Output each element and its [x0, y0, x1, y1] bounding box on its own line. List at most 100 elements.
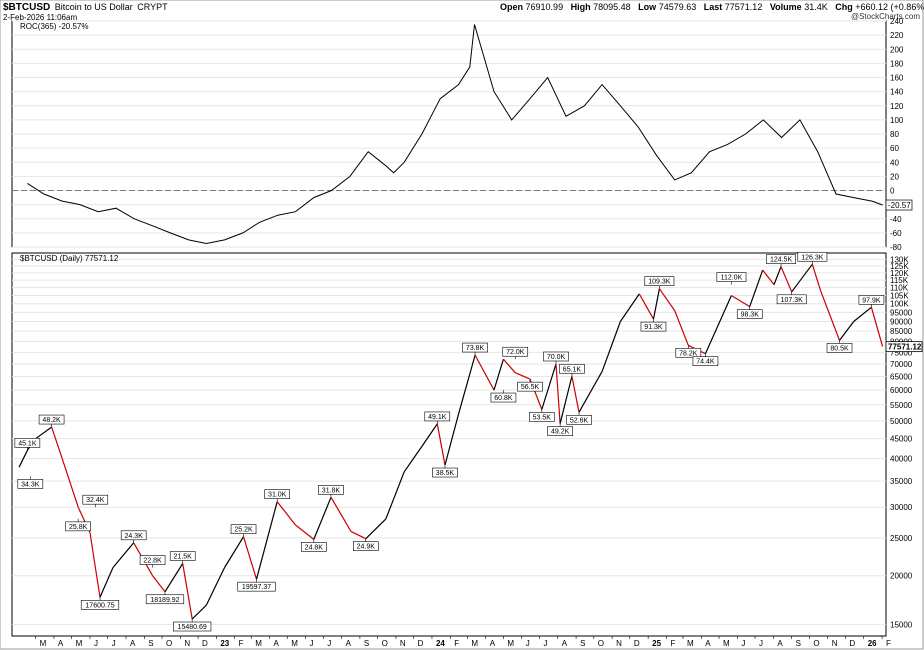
- price-pane: 15000 20000 25000 30000 35000 40000 45000 50000…: [11, 251, 923, 637]
- x-tick-label: O: [598, 639, 604, 648]
- annotation-label: 19597.37: [242, 584, 271, 591]
- annotation-label: 112.0K: [721, 275, 743, 282]
- annotation-label: 38.5K: [436, 470, 455, 477]
- open-label: Open: [500, 2, 524, 12]
- annotation-box: [543, 351, 569, 362]
- x-tick-label: N: [616, 639, 622, 648]
- x-tick-label: 25: [652, 639, 661, 648]
- roc-y-tick-label: 20: [890, 172, 899, 181]
- price-y-tick-label: 40000: [890, 455, 913, 464]
- x-tick-label: J: [526, 639, 530, 648]
- annotation-box: [139, 555, 166, 565]
- x-tick-label: F: [239, 639, 244, 648]
- annotation-label: 31.8K: [322, 487, 341, 494]
- x-tick-label: 23: [220, 639, 229, 648]
- annotation-box: [264, 489, 291, 499]
- price-series: [18, 263, 884, 620]
- roc-y-tick-label: 180: [890, 59, 904, 68]
- price-y-tick-label: 120K: [890, 269, 909, 278]
- open-value: 76910.99: [525, 2, 564, 12]
- annotation-label: 124.5K: [770, 257, 793, 264]
- x-tick-label: F: [886, 639, 891, 648]
- price-y-axis: 15000 20000 25000 30000 35000 40000 45000 50000…: [890, 255, 913, 629]
- price-y-tick-label: 50000: [890, 417, 913, 426]
- price-annotations: 48.2K 45.1K 34.3K 32.4K 25.8K 17600.75 24.3K 22…: [14, 251, 885, 632]
- chart-subheader: 2-Feb-2026 11:06am: [0, 12, 924, 23]
- price-segment: [403, 446, 423, 473]
- price-y-tick-label: 60000: [890, 386, 913, 395]
- price-segment: [749, 269, 764, 307]
- price-last-box: [885, 341, 923, 353]
- annotation-label: 98.3K: [741, 312, 760, 319]
- chart-header: $BTCUSD Bitcoin to US Dollar CRYPT: [0, 2, 924, 13]
- price-segment: [555, 363, 561, 424]
- x-tick-label: J: [94, 639, 98, 648]
- annotation-label: 60.8K: [494, 395, 513, 402]
- price-last-label: 77571.12: [888, 343, 922, 352]
- annotation-box: [675, 347, 702, 358]
- price-y-tick-label: 65000: [890, 373, 913, 382]
- price-y-tick-label: 20000: [890, 572, 913, 581]
- annotation-label: 45.1K: [18, 440, 37, 447]
- price-segment: [295, 524, 315, 540]
- x-tick-label: N: [832, 639, 838, 648]
- x-tick-label: S: [148, 639, 153, 648]
- price-y-tick-label: 55000: [890, 401, 913, 410]
- price-segment: [255, 501, 278, 580]
- x-tick-label: A: [490, 639, 496, 648]
- annotation-label: 49.1K: [428, 414, 447, 421]
- brand-watermark: @StockCharts.com: [850, 12, 920, 21]
- x-tick-label: S: [796, 639, 801, 648]
- roc-y-tick-label: 40: [890, 158, 899, 167]
- price-segment: [820, 290, 841, 341]
- annotation-label: 97.9K: [862, 297, 881, 304]
- annotation-box: [353, 541, 379, 551]
- roc-last-label: -20.57: [888, 201, 911, 210]
- annotation-label: 25.2K: [234, 527, 253, 534]
- roc-y-tick-label: 140: [890, 88, 904, 97]
- annotation-box: [640, 321, 667, 332]
- price-segment: [652, 288, 660, 320]
- chg-value: +660.12 (+0.86%): [855, 2, 924, 12]
- low-value: 74579.63: [658, 2, 697, 12]
- price-segment: [89, 532, 101, 598]
- price-grid: [12, 258, 886, 625]
- volume-label: Volume: [769, 2, 802, 12]
- high-value: 78095.48: [593, 2, 631, 12]
- annotation-box: [173, 621, 212, 632]
- annotation-label: 48.2K: [42, 417, 61, 424]
- x-tick-label: J: [543, 639, 547, 648]
- annotation-box: [644, 276, 675, 286]
- price-segment: [502, 358, 516, 374]
- exchange: CRYPT: [137, 2, 168, 12]
- x-tick-label: O: [166, 639, 172, 648]
- price-segment: [112, 542, 135, 568]
- price-segment: [674, 310, 689, 346]
- price-segment: [61, 458, 79, 508]
- x-tick-label: D: [634, 639, 640, 648]
- roc-y-tick-label: 160: [890, 74, 904, 83]
- price-segment: [191, 604, 207, 620]
- annotation-box: [566, 414, 592, 425]
- annotation-label: 22.8K: [143, 557, 162, 564]
- price-segment: [870, 307, 884, 347]
- price-segment: [421, 423, 438, 447]
- annotation-box: [547, 426, 573, 436]
- annotation-box: [80, 600, 120, 610]
- price-segment: [658, 288, 676, 311]
- annotation-label: 25.8K: [69, 524, 88, 531]
- roc-y-tick-label: 200: [890, 45, 904, 54]
- annotation-label: 31.0K: [268, 492, 287, 499]
- price-segment: [18, 450, 28, 468]
- x-tick-label: F: [454, 639, 459, 648]
- roc-y-tick-label: 240: [890, 17, 904, 26]
- price-segment: [436, 423, 446, 466]
- x-tick-label: O: [813, 639, 819, 648]
- price-segment: [35, 426, 52, 440]
- annotation-box: [858, 295, 885, 305]
- price-segment: [514, 372, 531, 380]
- x-tick-label: A: [705, 639, 711, 648]
- price-segment: [578, 371, 603, 413]
- annotation-label: 78.2K: [679, 350, 698, 357]
